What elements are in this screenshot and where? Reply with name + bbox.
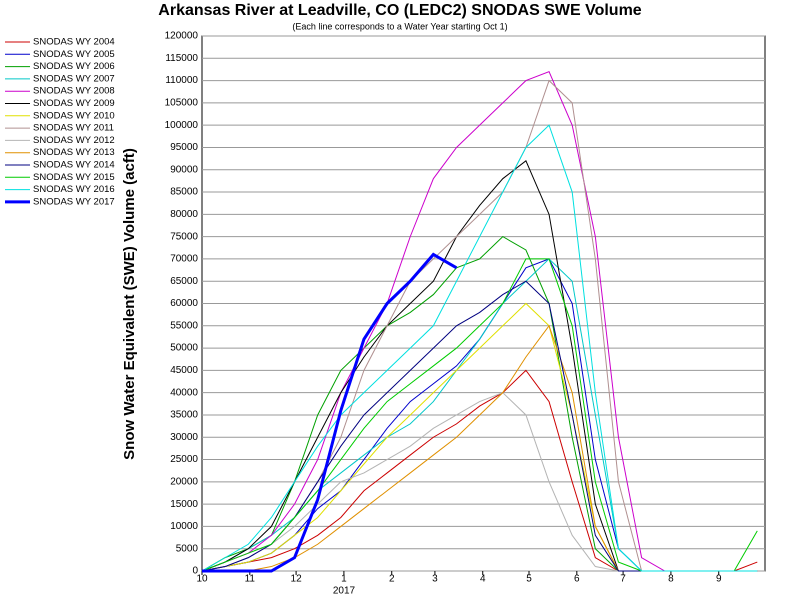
x-tick-label: 5 [526,574,532,585]
chart-title: Arkansas River at Leadville, CO (LEDC2) … [158,2,641,19]
y-tick-label: 75000 [170,231,198,242]
legend-label: SNODAS WY 2013 [33,147,115,158]
y-tick-label: 50000 [170,343,198,354]
legend-label: SNODAS WY 2006 [33,61,115,72]
y-tick-label: 20000 [170,476,198,487]
series-line [201,236,758,572]
series-line [201,369,758,572]
legend-label: SNODAS WY 2017 [33,196,115,207]
y-tick-label: 70000 [170,254,198,265]
y-tick-label: 110000 [165,75,198,86]
y-tick-label: 85000 [170,187,198,198]
series-line [201,160,758,572]
x-tick-label: 6 [574,574,580,585]
y-tick-label: 55000 [170,320,198,331]
x-tick-label: 9 [716,574,722,585]
y-tick-label: 10000 [170,521,198,532]
y-tick-label: 45000 [170,365,198,376]
y-tick-label: 80000 [170,209,198,220]
x-tick-label: 1 [341,574,347,585]
y-tick-label: 120000 [165,31,199,42]
y-tick-label: 0 [192,566,198,577]
legend-label: SNODAS WY 2010 [33,110,115,121]
x-tick-label: 10 [196,574,208,585]
x-tick-label: 7 [620,574,626,585]
legend-label: SNODAS WY 2008 [33,86,115,97]
legend-label: SNODAS WY 2004 [33,37,115,48]
x-tick-label: 2 [389,574,395,585]
x-annotation: 2017 [333,586,356,597]
y-tick-label: 30000 [170,432,198,443]
legend-label: SNODAS WY 2012 [33,135,115,146]
y-tick-label: 65000 [170,276,198,287]
legend-label: SNODAS WY 2011 [33,123,114,134]
series-line [201,124,758,572]
y-tick-label: 115000 [165,53,198,64]
y-tick-label: 40000 [170,387,198,398]
legend-label: SNODAS WY 2005 [33,49,115,60]
series-line [202,252,458,573]
y-axis-label: Snow Water Equivalent (SWE) Volume (acft… [121,148,138,460]
series-line [202,324,758,572]
x-tick-label: 8 [668,574,674,585]
legend-label: SNODAS WY 2015 [33,172,115,183]
y-tick-label: 100000 [165,120,199,131]
y-tick-label: 15000 [170,499,198,510]
y-tick-label: 60000 [170,298,198,309]
legend-label: SNODAS WY 2007 [33,73,115,84]
x-tick-label: 11 [245,574,256,585]
y-tick-label: 25000 [170,454,198,465]
legend-label: SNODAS WY 2016 [33,184,115,195]
chart-subtitle: (Each line corresponds to a Water Year s… [292,21,507,31]
y-tick-label: 95000 [170,142,198,153]
y-tick-label: 35000 [170,410,198,421]
y-tick-label: 105000 [165,98,199,109]
x-tick-label: 12 [291,574,303,585]
legend-label: SNODAS WY 2009 [33,98,115,109]
y-tick-label: 5000 [176,543,199,554]
y-tick-label: 90000 [170,164,198,175]
x-tick-label: 4 [480,574,486,585]
legend-label: SNODAS WY 2014 [33,160,115,171]
x-tick-label: 3 [432,574,438,585]
